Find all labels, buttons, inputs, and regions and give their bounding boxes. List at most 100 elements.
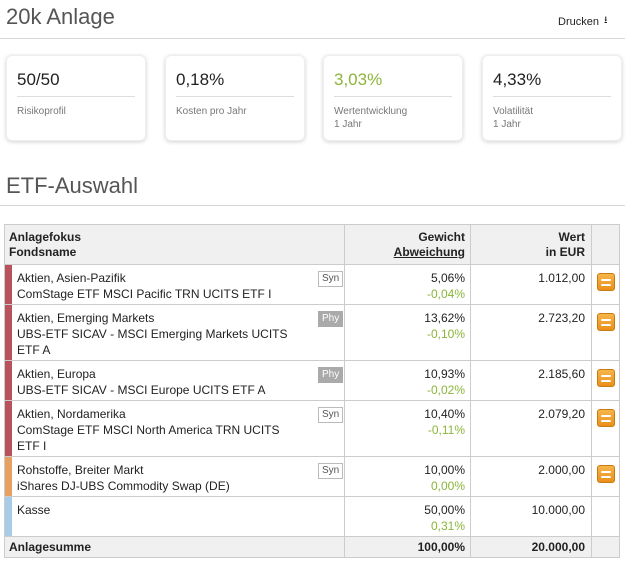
divider xyxy=(344,225,345,264)
table-row: Aktien, Nordamerika ComStage ETF MSCI No… xyxy=(5,401,619,457)
divider xyxy=(344,361,345,400)
amount-value: 2.723,20 xyxy=(538,311,585,325)
weight-value: 13,62% xyxy=(424,311,465,325)
fund-name: ComStage ETF MSCI North America TRN UCIT… xyxy=(17,423,280,453)
table-row: Rohstoffe, Breiter Markt iShares DJ-UBS … xyxy=(5,457,619,497)
deviation-value: 0,31% xyxy=(430,519,465,533)
replication-badge: Syn xyxy=(318,463,344,479)
divider xyxy=(470,305,471,360)
total-weight: 100,00% xyxy=(417,540,465,554)
amount-value: 10.000,00 xyxy=(531,503,585,517)
section-title: ETF-Auswahl xyxy=(6,173,139,198)
divider xyxy=(470,225,471,264)
category-name: Aktien, Nordamerika xyxy=(17,407,126,421)
divider xyxy=(344,457,345,496)
reallocate-icon[interactable] xyxy=(597,409,615,427)
divider xyxy=(0,38,625,39)
replication-badge: Phy xyxy=(318,311,344,327)
weight-value: 10,00% xyxy=(424,463,465,477)
weight-value: 50,00% xyxy=(424,503,465,517)
table-header: Anlagefokus Fondsname Gewicht Abweichung W… xyxy=(5,225,619,265)
card-value: 4,33% xyxy=(493,70,542,89)
weight-value: 10,40% xyxy=(424,407,465,421)
category-color-bar xyxy=(5,305,12,360)
reallocate-icon[interactable] xyxy=(597,273,615,291)
divider xyxy=(0,205,625,206)
download-icon: ⭳ xyxy=(603,15,608,26)
divider xyxy=(344,537,345,557)
card-value: 0,18% xyxy=(176,70,225,89)
deviation-value: -0,11% xyxy=(427,423,465,437)
fund-name: UBS-ETF SICAV - MSCI Emerging Markets UC… xyxy=(17,327,288,357)
amount-value: 2.000,00 xyxy=(538,463,585,477)
amount-value: 2.079,20 xyxy=(538,407,585,421)
category-name: Kasse xyxy=(17,503,51,517)
card-volatility: 4,33% Volatilität 1 Jahr xyxy=(482,55,622,141)
card-costs: 0,18% Kosten pro Jahr xyxy=(165,55,305,141)
header-weight[interactable]: Gewicht Abweichung xyxy=(393,230,465,259)
divider xyxy=(470,361,471,400)
category-name: Aktien, Asien-Pazifik xyxy=(17,271,126,285)
deviation-value: -0,04% xyxy=(426,287,465,301)
total-value: 20.000,00 xyxy=(531,540,585,554)
divider xyxy=(591,265,592,304)
category-color-bar xyxy=(5,497,12,536)
reallocate-icon[interactable] xyxy=(597,369,615,387)
fund-name: ComStage ETF MSCI Pacific TRN UCITS ETF … xyxy=(17,287,272,301)
header-focus: Anlagefokus Fondsname xyxy=(9,230,82,259)
divider xyxy=(344,401,345,456)
divider xyxy=(591,497,592,536)
table-row: Aktien, Europa UBS-ETF SICAV - MSCI Euro… xyxy=(5,361,619,401)
divider xyxy=(176,96,294,97)
divider xyxy=(470,537,471,557)
header-value: Wert in EUR xyxy=(545,230,585,259)
amount-value: 1.012,00 xyxy=(538,271,585,285)
divider xyxy=(591,225,592,264)
card-value: 50/50 xyxy=(17,70,60,89)
card-performance: 3,03% Wertentwicklung 1 Jahr xyxy=(323,55,463,141)
deviation-value: -0,10% xyxy=(426,327,465,341)
table-row: Kasse 50,00% 0,31% 10.000,00 xyxy=(5,497,619,537)
divider xyxy=(334,96,452,97)
category-name: Aktien, Emerging Markets xyxy=(17,311,155,325)
category-color-bar xyxy=(5,401,12,456)
category-color-bar xyxy=(5,361,12,400)
amount-value: 2.185,60 xyxy=(538,367,585,381)
divider xyxy=(344,265,345,304)
replication-badge: Phy xyxy=(318,367,344,383)
replication-badge: Syn xyxy=(318,271,344,287)
divider xyxy=(591,361,592,400)
divider xyxy=(470,497,471,536)
card-value: 3,03% xyxy=(334,70,383,89)
deviation-value: 0,00% xyxy=(430,479,465,493)
print-button[interactable]: Drucken ⭳ xyxy=(558,13,607,30)
replication-badge: Syn xyxy=(318,407,344,423)
etf-table: Anlagefokus Fondsname Gewicht Abweichung W… xyxy=(4,224,620,558)
fund-name: UBS-ETF SICAV - MSCI Europe UCITS ETF A xyxy=(17,383,266,397)
deviation-value: -0,02% xyxy=(426,383,465,397)
reallocate-icon[interactable] xyxy=(597,465,615,483)
divider xyxy=(17,96,135,97)
divider xyxy=(591,537,592,557)
divider xyxy=(470,401,471,456)
fund-name: iShares DJ-UBS Commodity Swap (DE) xyxy=(17,479,230,493)
weight-value: 5,06% xyxy=(430,271,465,285)
divider xyxy=(591,457,592,496)
total-label: Anlagesumme xyxy=(9,540,92,554)
weight-value: 10,93% xyxy=(424,367,465,381)
divider xyxy=(493,96,611,97)
divider xyxy=(344,305,345,360)
category-name: Rohstoffe, Breiter Markt xyxy=(17,463,144,477)
category-color-bar xyxy=(5,457,12,496)
card-label: Kosten pro Jahr xyxy=(176,106,247,117)
divider xyxy=(470,457,471,496)
card-label: Risikoprofil xyxy=(17,106,66,117)
card-label: Wertentwicklung 1 Jahr xyxy=(334,106,408,130)
reallocate-icon[interactable] xyxy=(597,313,615,331)
print-label: Drucken xyxy=(558,15,599,28)
table-row: Aktien, Asien-Pazifik ComStage ETF MSCI … xyxy=(5,265,619,305)
page-title: 20k Anlage xyxy=(6,4,115,29)
table-row: Aktien, Emerging Markets UBS-ETF SICAV -… xyxy=(5,305,619,361)
category-name: Aktien, Europa xyxy=(17,367,96,381)
table-footer: Anlagesumme 100,00% 20.000,00 xyxy=(5,537,619,557)
